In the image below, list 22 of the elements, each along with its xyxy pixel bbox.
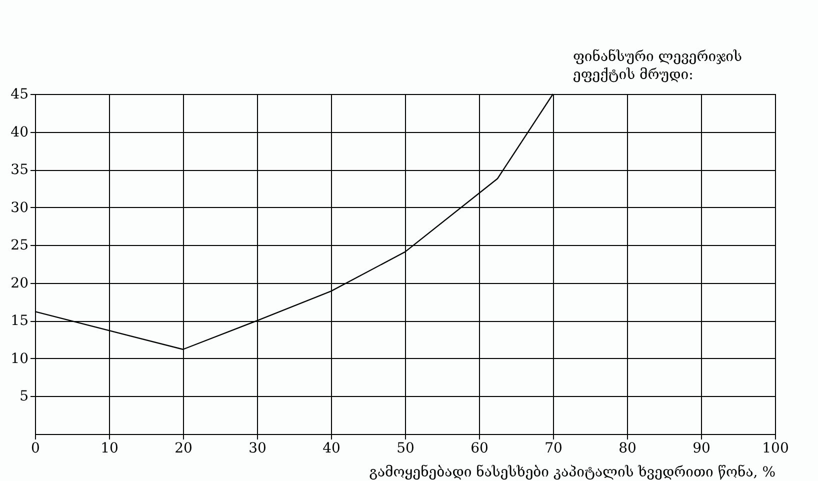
x-tick-label: 10 xyxy=(100,440,118,456)
y-tick-label: 25 xyxy=(10,238,28,254)
x-tick-label: 100 xyxy=(762,440,789,456)
y-tick-label: 15 xyxy=(10,313,28,330)
annotation: ფინანსური ლევერიჯის ეფექტის მრუდი: xyxy=(573,49,742,83)
x-tick-label: 40 xyxy=(322,440,340,456)
y-tick-label: 20 xyxy=(10,275,28,292)
x-tick-label: 60 xyxy=(470,440,488,456)
x-tick-label: 80 xyxy=(618,440,636,456)
y-tick-label: 10 xyxy=(10,350,28,367)
x-tick-label: 90 xyxy=(692,440,710,456)
x-tick-label: 0 xyxy=(31,440,40,456)
x-tick-label: 50 xyxy=(396,440,414,456)
y-tick-label: 40 xyxy=(10,124,28,140)
y-tick-label: 45 xyxy=(10,86,28,102)
x-tick-label: 30 xyxy=(248,440,266,456)
y-tick-label: 35 xyxy=(10,162,28,178)
y-tick-label: 30 xyxy=(10,200,28,216)
y-tick-label: 5 xyxy=(20,388,28,405)
x-tick-label: 70 xyxy=(544,440,562,456)
x-axis-title: გამოყენებადი ნასესხები კაპიტალის ხვედრითი წონა, % xyxy=(369,464,776,480)
x-tick-label: 20 xyxy=(174,440,192,456)
